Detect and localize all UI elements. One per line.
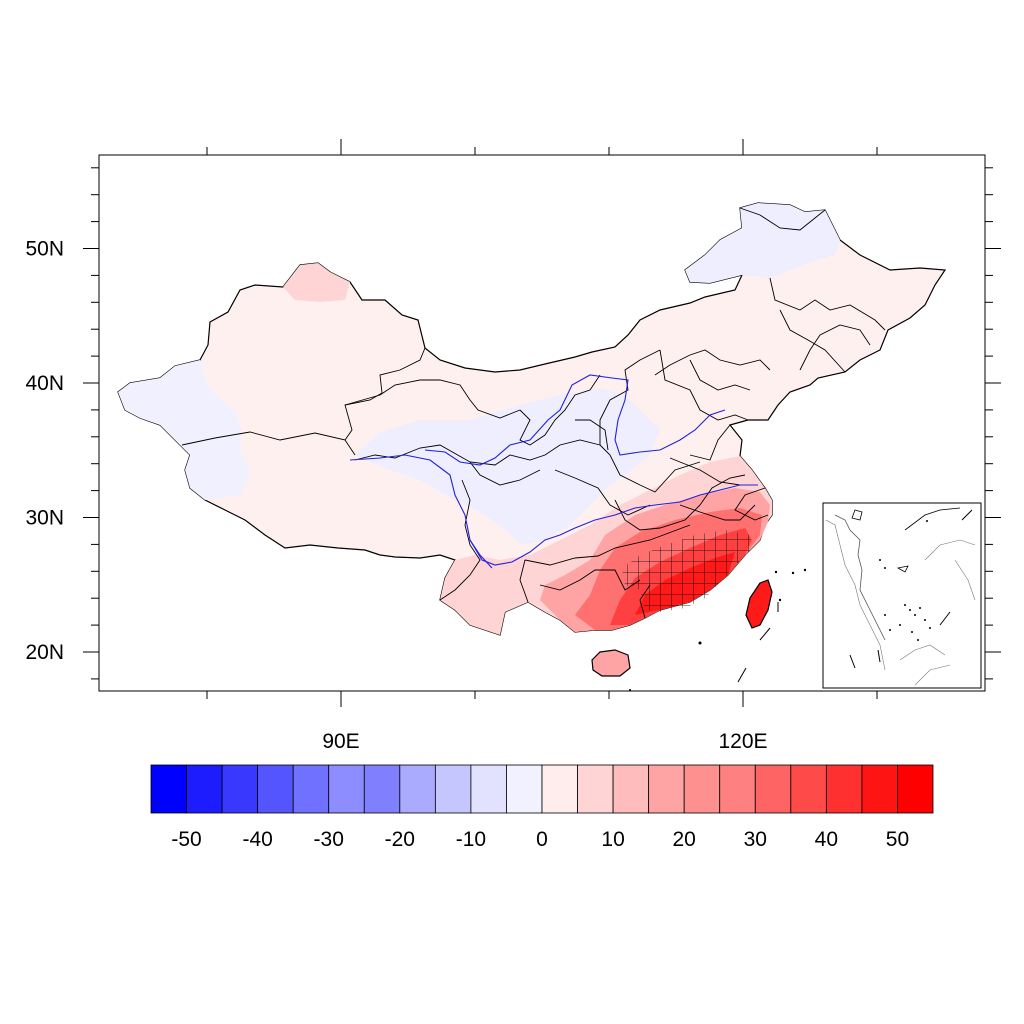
anomaly-central-blue [355, 388, 660, 545]
colorbar-box [150, 764, 187, 814]
yangtze-river [349, 454, 758, 566]
colorbar-label: 50 [886, 828, 909, 851]
colorbar-box [292, 764, 330, 814]
small-islands [629, 568, 807, 691]
anomaly-northeast-blue [685, 203, 840, 283]
rivers [349, 374, 758, 569]
anomaly-north-xinjiang [283, 263, 350, 302]
colorbar-box [541, 764, 578, 814]
colorbar-box [186, 764, 223, 814]
colorbar-box [825, 764, 863, 814]
yellow-river [424, 374, 726, 466]
colorbar-label: -20 [385, 828, 415, 851]
hainan-island [591, 649, 631, 677]
colorbar-label: 0 [536, 828, 548, 851]
colorbar-label: -10 [456, 828, 486, 851]
axis-ticks [83, 139, 1001, 707]
colorbar-box [363, 764, 401, 814]
colorbar-box [861, 764, 898, 814]
colorbar-label: 20 [673, 828, 696, 851]
colorbar-box [434, 764, 472, 814]
colorbar-box [470, 764, 507, 814]
anomaly-west-blue [118, 360, 250, 500]
colorbar [150, 764, 934, 814]
lon-tick-label: 90E [322, 730, 359, 753]
colorbar-labels: -50 -40 -30 -20 -10 0 10 20 30 40 50 [171, 828, 909, 851]
map-content [117, 202, 982, 691]
lat-tick-label: 40N [25, 372, 64, 395]
colorbar-label: 10 [601, 828, 624, 851]
colorbar-box [577, 764, 614, 814]
lat-tick-label: 20N [25, 641, 64, 664]
colorbar-label: -40 [242, 828, 272, 851]
colorbar-box [612, 764, 650, 814]
provincial-borders [181, 207, 886, 619]
colorbar-label: 30 [744, 828, 767, 851]
colorbar-label: 40 [815, 828, 838, 851]
significance-hatch [622, 530, 752, 612]
south-china-sea-inset [822, 502, 982, 689]
lat-tick-label: 50N [25, 238, 64, 261]
colorbar-box [221, 764, 259, 814]
colorbar-box [328, 764, 365, 814]
axis-tick-labels: 50N 40N 30N 20N 90E 120E [25, 238, 767, 754]
lon-tick-label: 120E [718, 730, 767, 753]
colorbar-box [790, 764, 827, 814]
colorbar-box [719, 764, 756, 814]
colorbar-box [506, 764, 543, 814]
taiwan-island [745, 579, 773, 629]
colorbar-box [648, 764, 685, 814]
colorbar-box [754, 764, 792, 814]
lat-tick-label: 30N [25, 507, 64, 530]
colorbar-label: -30 [314, 828, 344, 851]
colorbar-box [257, 764, 294, 814]
colorbar-box [897, 764, 934, 814]
colorbar-box [399, 764, 436, 814]
sea-dashes [737, 602, 779, 683]
colorbar-label: -50 [171, 828, 201, 851]
colorbar-box [683, 764, 721, 814]
